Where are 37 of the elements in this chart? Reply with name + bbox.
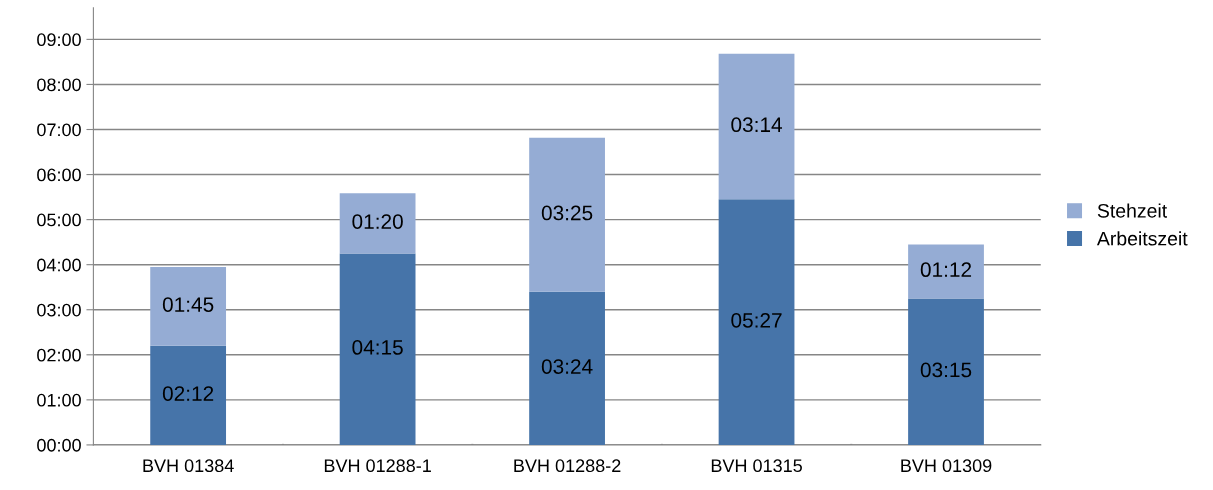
data-label: 01:12 (920, 262, 972, 278)
legend-label: Stehzeit (1097, 203, 1168, 218)
data-label: 03:14 (731, 117, 783, 133)
x-tick-label: BVH 01288-2 (514, 459, 621, 473)
data-label: 02:12 (162, 386, 214, 401)
bar (150, 345, 227, 445)
bar (718, 199, 795, 445)
bar (908, 244, 984, 299)
y-tick-label: 07:00 (37, 123, 81, 137)
data-label: 01:45 (162, 297, 214, 312)
legend-label: Arbeitszeit (1096, 231, 1188, 246)
data-label: 03:25 (541, 205, 593, 221)
bar (150, 266, 227, 346)
y-tick-label: 05:00 (37, 213, 81, 227)
x-tick-label: BVH 01384 (143, 459, 234, 473)
x-tick-label: BVH 01309 (901, 459, 992, 473)
y-tick-label: 03:00 (37, 303, 81, 317)
bar (529, 291, 605, 445)
y-tick-label: 00:00 (37, 438, 81, 452)
data-label: 04:15 (352, 340, 403, 355)
bar (339, 253, 416, 445)
x-tick-label: BVH 01288-1 (324, 459, 431, 473)
x-tick-label: BVH 01315 (711, 459, 802, 473)
data-label: 01:20 (352, 214, 403, 229)
bar (529, 137, 605, 292)
bar (908, 298, 984, 445)
data-label: 05:27 (731, 312, 782, 328)
data-label: 03:15 (920, 362, 972, 378)
y-tick-label: 02:00 (37, 348, 81, 362)
y-tick-label: 08:00 (37, 78, 81, 92)
y-tick-label: 01:00 (37, 393, 81, 407)
y-tick-label: 09:00 (37, 33, 81, 47)
bar (718, 53, 795, 200)
y-tick-label: 04:00 (37, 258, 81, 272)
y-tick-label: 06:00 (37, 168, 81, 182)
data-label: 03:24 (541, 359, 593, 374)
bar (339, 193, 416, 254)
